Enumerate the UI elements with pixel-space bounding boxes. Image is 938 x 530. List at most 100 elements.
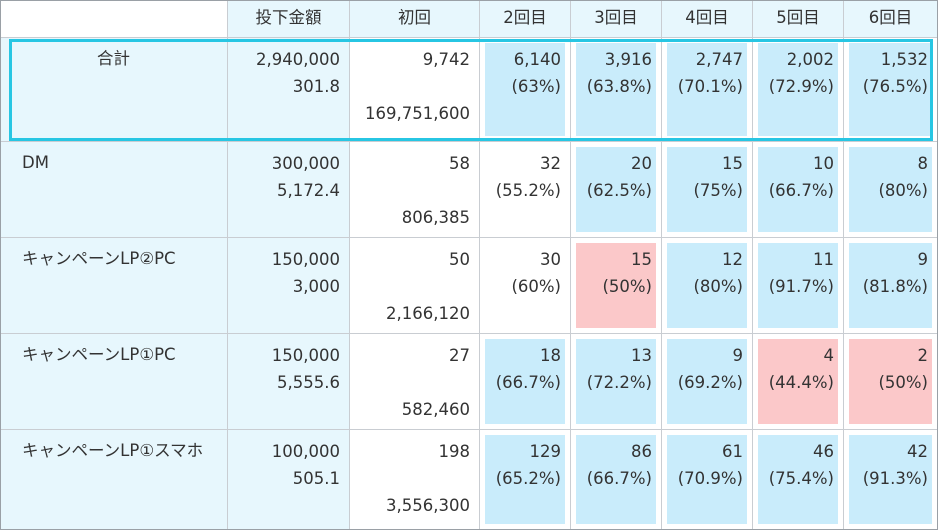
cost-per-acquisition: 3,000 (292, 277, 340, 296)
repeat-cell[interactable]: 32 (55.2%) (480, 142, 571, 238)
repeat-cell[interactable]: 13 (72.2%) (571, 334, 662, 430)
investment-amount: 150,000 (271, 250, 340, 269)
cell-highlight (485, 43, 565, 136)
cost-per-acquisition: 5,172.4 (277, 181, 340, 200)
repeat-cell[interactable]: 3,916 (63.8%) (571, 38, 662, 142)
column-header[interactable]: 4回目 (662, 0, 753, 38)
column-header[interactable]: 6回目 (844, 0, 938, 38)
first-purchase-cell[interactable]: 198 3,556,300 (350, 430, 480, 530)
repeat-cell[interactable]: 15 (50%) (571, 238, 662, 334)
row-label[interactable]: キャンペーンLP①スマホ (0, 430, 228, 530)
column-header[interactable]: 初回 (350, 0, 480, 38)
investment-cell[interactable]: 150,000 3,000 (228, 238, 350, 334)
retention-rate: (70.1%) (677, 77, 743, 96)
repeat-count: 20 (631, 154, 652, 173)
repeat-cell[interactable]: 4 (44.4%) (753, 334, 844, 430)
repeat-cell[interactable]: 30 (60%) (480, 238, 571, 334)
repeat-cell[interactable]: 9 (69.2%) (662, 334, 753, 430)
investment-cell[interactable]: 300,000 5,172.4 (228, 142, 350, 238)
first-purchase-cell[interactable]: 9,742 169,751,600 (350, 38, 480, 142)
retention-rate: (81.8%) (862, 277, 928, 296)
repeat-cell[interactable]: 42 (91.3%) (844, 430, 938, 530)
row-label[interactable]: 合計 (0, 38, 228, 142)
retention-rate: (55.2%) (495, 181, 561, 200)
repeat-values: 61 (70.9%) (662, 430, 752, 492)
repeat-count: 10 (813, 154, 834, 173)
investment-amount: 150,000 (271, 346, 340, 365)
repeat-cell[interactable]: 2,747 (70.1%) (662, 38, 753, 142)
spacer-line (350, 177, 470, 204)
repeat-cell[interactable]: 15 (75%) (662, 142, 753, 238)
spacer-line (350, 369, 470, 396)
column-header[interactable]: 2回目 (480, 0, 571, 38)
retention-rate: (66.7%) (768, 181, 834, 200)
row-label[interactable]: キャンペーンLP②PC (0, 238, 228, 334)
repeat-cell[interactable]: 1,532 (76.5%) (844, 38, 938, 142)
repeat-cell[interactable]: 9 (81.8%) (844, 238, 938, 334)
first-purchase-cell[interactable]: 50 2,166,120 (350, 238, 480, 334)
repeat-cell[interactable]: 6,140 (63%) (480, 38, 571, 142)
first-purchase-count: 50 (449, 250, 470, 269)
column-header[interactable]: 投下金額 (228, 0, 350, 38)
repeat-cell[interactable]: 11 (91.7%) (753, 238, 844, 334)
repeat-values: 46 (75.4%) (753, 430, 843, 492)
row-label[interactable]: キャンペーンLP①PC (0, 334, 228, 430)
repeat-values: 32 (55.2%) (480, 142, 570, 204)
repeat-values: 9 (69.2%) (662, 334, 752, 396)
cell-highlight (849, 435, 932, 524)
first-purchase-cell[interactable]: 27 582,460 (350, 334, 480, 430)
retention-rate: (91.3%) (862, 469, 928, 488)
retention-rate: (63.8%) (586, 77, 652, 96)
repeat-cell[interactable]: 2,002 (72.9%) (753, 38, 844, 142)
cell-highlight (667, 147, 747, 232)
repeat-values: 20 (62.5%) (571, 142, 661, 204)
retention-rate: (50%) (602, 277, 652, 296)
repeat-values: 11 (91.7%) (753, 238, 843, 300)
retention-rate: (60%) (511, 277, 561, 296)
first-purchase-cell[interactable]: 58 806,385 (350, 142, 480, 238)
repeat-count: 18 (540, 346, 561, 365)
repeat-count: 9 (732, 346, 744, 365)
cell-highlight (667, 435, 747, 524)
repeat-cell[interactable]: 61 (70.9%) (662, 430, 753, 530)
retention-rate: (91.7%) (768, 277, 834, 296)
retention-rate: (80%) (693, 277, 743, 296)
column-header[interactable]: 3回目 (571, 0, 662, 38)
repeat-cell[interactable]: 8 (80%) (844, 142, 938, 238)
cost-per-acquisition: 301.8 (292, 77, 340, 96)
retention-rate: (62.5%) (586, 181, 652, 200)
spacer-line (350, 73, 470, 100)
cell-highlight (667, 339, 747, 424)
investment-cell[interactable]: 100,000 505.1 (228, 430, 350, 530)
repeat-values: 2,002 (72.9%) (753, 38, 843, 100)
cell-highlight (576, 147, 656, 232)
repeat-cell[interactable]: 2 (50%) (844, 334, 938, 430)
column-header[interactable] (0, 0, 228, 38)
retention-rate: (65.2%) (495, 469, 561, 488)
first-purchase-revenue: 582,460 (401, 400, 470, 419)
repeat-count: 3,916 (604, 50, 652, 69)
repeat-cell[interactable]: 20 (62.5%) (571, 142, 662, 238)
repeat-count: 129 (529, 442, 562, 461)
repeat-cell[interactable]: 46 (75.4%) (753, 430, 844, 530)
cell-highlight (485, 435, 565, 524)
repeat-cell[interactable]: 129 (65.2%) (480, 430, 571, 530)
column-header[interactable]: 5回目 (753, 0, 844, 38)
repeat-count: 2,002 (786, 50, 834, 69)
repeat-count: 15 (722, 154, 743, 173)
repeat-cell[interactable]: 86 (66.7%) (571, 430, 662, 530)
cell-highlight (758, 43, 838, 136)
investment-cell[interactable]: 2,940,000 301.8 (228, 38, 350, 142)
cell-highlight (485, 339, 565, 424)
repeat-cell[interactable]: 12 (80%) (662, 238, 753, 334)
repeat-count: 11 (813, 250, 834, 269)
retention-rate: (70.9%) (677, 469, 743, 488)
spacer-line (350, 465, 470, 492)
cell-highlight (849, 243, 932, 328)
investment-cell[interactable]: 150,000 5,555.6 (228, 334, 350, 430)
repeat-cell[interactable]: 18 (66.7%) (480, 334, 571, 430)
repeat-cell[interactable]: 10 (66.7%) (753, 142, 844, 238)
repeat-count: 13 (631, 346, 652, 365)
repeat-values: 129 (65.2%) (480, 430, 570, 492)
row-label[interactable]: DM (0, 142, 228, 238)
